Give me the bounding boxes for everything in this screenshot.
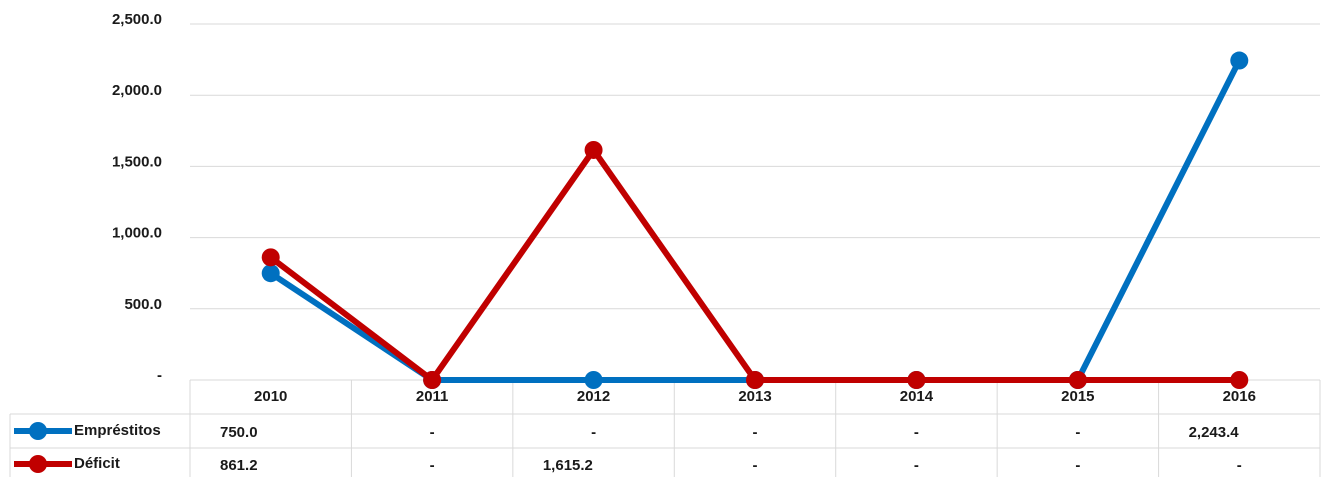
table-value: - [1075, 424, 1080, 441]
y-tick-label: 1,000.0 [112, 225, 162, 242]
table-value: 2,243.4 [1189, 424, 1240, 441]
point [584, 140, 603, 159]
legend-key [29, 422, 47, 440]
y-tick-label: 1,500.0 [112, 153, 162, 170]
table-value: - [753, 457, 758, 474]
x-tick-label: 2014 [900, 388, 934, 405]
table-value: - [914, 457, 919, 474]
point [261, 248, 280, 267]
y-tick-label: 2,500.0 [112, 11, 162, 28]
point [423, 371, 442, 389]
point [1230, 371, 1249, 389]
table-value: 750.0 [220, 424, 258, 441]
point [746, 371, 764, 389]
x-tick-label: 2015 [1061, 388, 1094, 405]
point [261, 264, 280, 283]
table-value: 1,615.2 [543, 457, 593, 474]
legend-label: Empréstitos [74, 422, 161, 439]
point [584, 371, 603, 389]
point [1068, 371, 1087, 389]
y-tick-label: 500.0 [124, 296, 162, 313]
table-value: - [1237, 457, 1242, 474]
table-value: - [914, 424, 919, 441]
y-tick-label: 2,000.0 [112, 82, 162, 99]
table-value: - [753, 424, 758, 441]
series-line [269, 59, 1242, 383]
point [1230, 51, 1249, 70]
table-value: - [591, 424, 596, 441]
x-tick-label: 2011 [416, 388, 449, 405]
y-tick-label: - [157, 367, 162, 384]
legend-label: Déficit [74, 455, 120, 472]
x-tick-label: 2016 [1223, 388, 1256, 405]
x-tick-label: 2012 [577, 388, 610, 405]
point [907, 371, 926, 389]
legend-key [29, 455, 47, 473]
x-tick-label: 2013 [738, 388, 771, 405]
x-tick-label: 2010 [254, 388, 287, 405]
table-value: - [430, 457, 435, 474]
table-value: - [1075, 457, 1080, 474]
table-value: - [430, 424, 435, 441]
table-value: 861.2 [220, 457, 258, 474]
